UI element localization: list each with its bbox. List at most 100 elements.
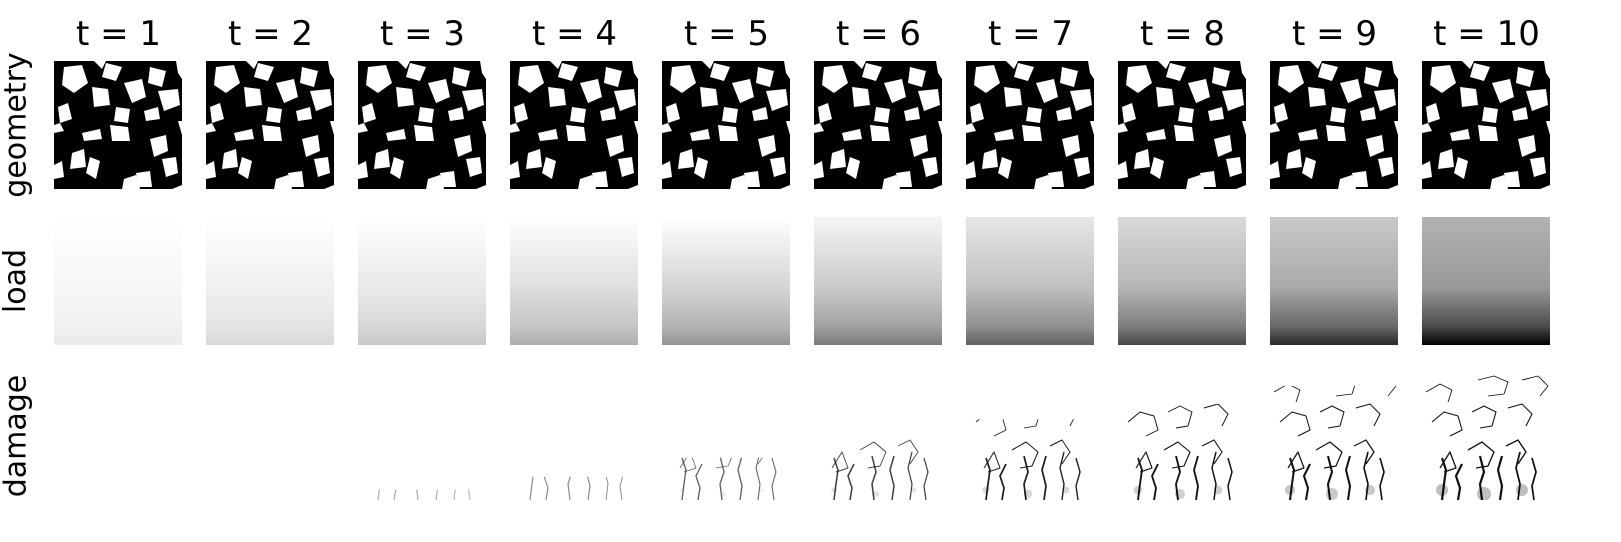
inclusion-13 (1378, 157, 1394, 177)
inclusion-5 (452, 67, 470, 87)
inclusion-8 (514, 103, 528, 123)
load-field (1118, 217, 1246, 345)
void-5 (882, 175, 900, 189)
inclusion-2 (1166, 63, 1186, 81)
inclusion-12 (910, 135, 928, 157)
load-image-9 (1270, 217, 1398, 345)
crack-3 (719, 457, 725, 500)
void-3 (510, 123, 520, 133)
damage-blob-2 (1023, 489, 1033, 499)
inclusion-15 (86, 157, 100, 179)
inclusion-11 (110, 125, 130, 141)
inclusion-15 (1302, 157, 1316, 179)
inclusion-11 (1174, 125, 1194, 141)
damage-blob-1 (680, 488, 684, 492)
crack-2 (847, 463, 855, 500)
load-panel-6 (814, 217, 949, 352)
inclusion-15 (694, 157, 708, 179)
damage-image-2 (206, 372, 334, 500)
inclusion-9 (874, 107, 890, 123)
inclusion-15 (238, 157, 252, 179)
damage-image-3 (377, 489, 471, 500)
crack-5 (1059, 451, 1065, 500)
crack-15 (1218, 376, 1244, 396)
inclusion-12 (606, 135, 624, 157)
load-image-8 (1118, 217, 1246, 345)
crack-3 (416, 489, 419, 500)
inclusion-14 (830, 149, 846, 169)
void-4 (786, 121, 790, 135)
inclusion-14 (526, 149, 542, 169)
column-title-4: t = 4 (531, 14, 618, 54)
inclusion-8 (970, 103, 984, 123)
crack-7 (831, 451, 849, 473)
void-6 (324, 185, 334, 189)
void-6 (1236, 185, 1246, 189)
inclusion-3 (580, 79, 602, 103)
void-2 (702, 61, 714, 69)
crack-12 (1355, 403, 1381, 427)
crack-6 (1227, 457, 1233, 500)
inclusion-2 (558, 63, 578, 81)
inclusion-7 (144, 107, 160, 121)
crack-2 (1454, 463, 1463, 500)
inclusion-8 (362, 103, 376, 123)
inclusion-11 (566, 125, 586, 141)
inclusion-17 (1118, 161, 1128, 179)
void-5 (730, 175, 748, 189)
crack-9 (1505, 439, 1527, 465)
void-2 (854, 61, 866, 69)
inclusion-1 (974, 65, 1000, 93)
void-4 (1394, 121, 1398, 135)
damage-blob-1 (1133, 485, 1143, 495)
crack-14 (1174, 376, 1204, 396)
geometry-image-5 (662, 61, 790, 189)
crack-6 (468, 489, 471, 500)
inclusion-16 (1048, 171, 1064, 187)
crack-10 (1279, 411, 1311, 437)
crack-1 (985, 457, 991, 500)
geometry-image-8 (1118, 61, 1246, 189)
inclusion-17 (814, 161, 824, 179)
geometry-panel-8 (1118, 61, 1253, 196)
geometry-image-3 (358, 61, 486, 189)
column-title-1: t = 1 (75, 14, 162, 54)
inclusion-13 (1530, 157, 1546, 177)
damage-image-10 (1425, 375, 1549, 500)
crack-12 (1069, 419, 1074, 427)
damage-image-4 (529, 476, 624, 500)
void-6 (1388, 185, 1398, 189)
inclusion-4 (1004, 87, 1022, 107)
inclusion-5 (148, 67, 166, 87)
inclusion-16 (1504, 171, 1520, 187)
inclusion-11 (414, 125, 434, 141)
crack-12 (1507, 403, 1533, 427)
void-6 (628, 185, 638, 189)
damage-blob-1 (1284, 484, 1296, 496)
void-2 (94, 61, 106, 69)
damage-image-8 (1127, 376, 1244, 500)
geometry-image-1 (54, 61, 182, 189)
crack-2 (999, 463, 1007, 500)
inclusion-12 (1366, 135, 1384, 157)
void-4 (482, 121, 486, 135)
load-panel-7 (966, 217, 1101, 352)
void-2 (1462, 61, 1474, 69)
inclusion-17 (662, 161, 672, 179)
void-3 (1422, 123, 1432, 133)
void-4 (1546, 121, 1550, 135)
void-5 (1338, 175, 1356, 189)
inclusion-15 (1454, 157, 1468, 179)
column-title-2: t = 2 (227, 14, 314, 54)
inclusion-8 (1426, 103, 1440, 123)
damage-panel-8 (1118, 372, 1253, 507)
inclusion-16 (592, 171, 608, 187)
crack-10 (1127, 411, 1159, 437)
load-field (966, 217, 1094, 345)
geometry-image-10 (1422, 61, 1550, 189)
crack-7 (1287, 451, 1305, 473)
crack-9 (1353, 439, 1375, 465)
inclusion-10 (386, 129, 406, 141)
inclusion-4 (396, 87, 414, 107)
inclusion-6 (1374, 89, 1396, 111)
